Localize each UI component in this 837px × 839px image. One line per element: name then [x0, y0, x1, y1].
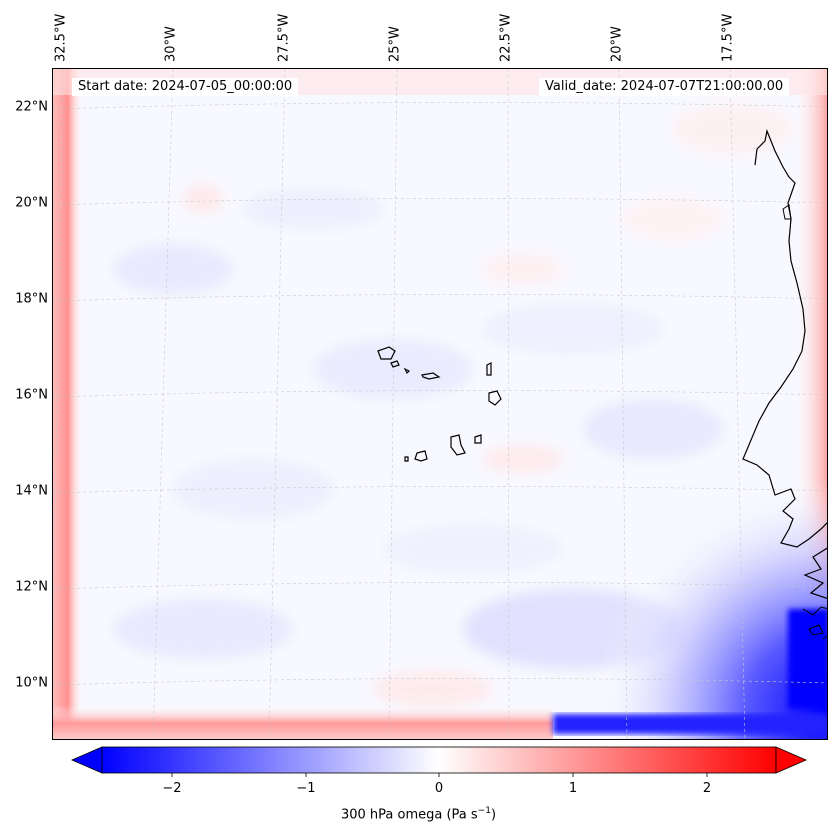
colorbar: −2 −1 0 1 2: [70, 746, 808, 796]
left-boundary-band: [53, 69, 83, 739]
coastline-detail: [782, 204, 792, 220]
lon-label: 25°W: [387, 26, 403, 62]
colorbar-tick-label: 0: [435, 781, 443, 796]
colorbar-tick-label: 1: [569, 781, 577, 796]
colorbar-high-extend: [775, 746, 808, 774]
lat-label: 22°N: [15, 99, 48, 115]
lon-label: 32.5°W: [53, 13, 69, 62]
map-panel: [52, 68, 828, 740]
southeast-blue-region: [533, 449, 827, 739]
start-date-label: Start date: 2024-07-05_00:00:00: [72, 78, 299, 96]
colorbar-tick-label: 2: [703, 781, 711, 796]
lat-label: 12°N: [15, 579, 48, 595]
cape-verde-islands: [377, 346, 502, 462]
colorbar-tick-marks: [171, 773, 708, 777]
bottom-boundary-band: [53, 705, 553, 739]
lon-label: 20°W: [609, 26, 625, 62]
colorbar-low-extend: [70, 746, 103, 774]
southeast-blue-core: [788, 609, 827, 709]
lon-label: 27.5°W: [276, 13, 292, 62]
lat-label: 14°N: [15, 483, 48, 499]
coastline-islands: [802, 606, 827, 640]
valid-date-label: Valid_date: 2024-07-07T21:00:00.00: [539, 78, 790, 96]
lat-label: 10°N: [15, 675, 48, 691]
graticule: [53, 69, 827, 739]
lon-label: 17.5°W: [720, 13, 736, 62]
lat-label: 20°N: [15, 195, 48, 211]
colorbar-label: 300 hPa omega (Pa s−1): [340, 806, 497, 823]
lat-label: 16°N: [15, 387, 48, 403]
lon-label: 22.5°W: [498, 13, 514, 62]
colorbar-gradient: [101, 746, 777, 774]
coastline-south: [803, 547, 827, 599]
colorbar-tick-label: −1: [296, 781, 315, 796]
lon-label: 30°W: [163, 26, 179, 62]
lat-label: 18°N: [15, 291, 48, 307]
coastline: [742, 128, 827, 548]
omega-field-map: [53, 69, 827, 739]
southeast-blue-strip: [553, 714, 827, 734]
colorbar-tick-label: −2: [162, 781, 181, 796]
